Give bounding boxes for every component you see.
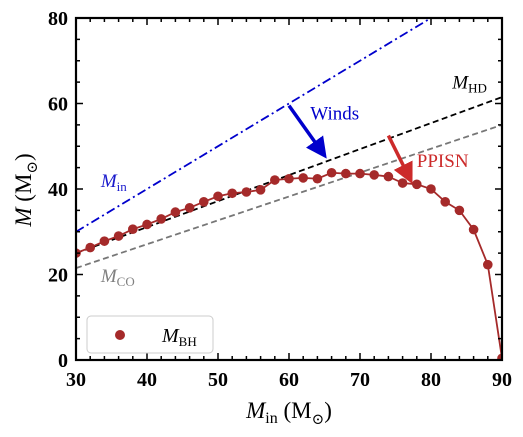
series-line-m-co bbox=[76, 124, 502, 269]
y-tick-label: 40 bbox=[48, 179, 68, 201]
bh-point bbox=[170, 207, 181, 217]
y-axis-label: M (M⊙) bbox=[11, 153, 41, 227]
bh-point bbox=[312, 173, 323, 184]
bh-point bbox=[99, 236, 110, 246]
bh-point bbox=[227, 188, 237, 199]
x-axis-label: Min (M⊙) bbox=[245, 398, 332, 428]
bh-point bbox=[497, 353, 502, 360]
bh-point bbox=[199, 197, 209, 207]
legend: MBH bbox=[86, 315, 214, 354]
bh-point bbox=[483, 259, 493, 270]
bh-point bbox=[369, 170, 380, 180]
bh-point bbox=[298, 173, 309, 183]
annotation-ppisn: PPISN bbox=[417, 151, 469, 172]
x-tick-label: 50 bbox=[208, 369, 228, 391]
bh-point bbox=[383, 171, 394, 182]
legend-marker bbox=[115, 330, 125, 340]
bh-point bbox=[341, 168, 351, 179]
tick-layer: 30 40 50 60 70 80 90 0 20 40 60 80 bbox=[48, 8, 512, 391]
bh-point bbox=[454, 205, 465, 216]
bh-point bbox=[128, 224, 138, 234]
x-tick-label: 60 bbox=[279, 369, 299, 391]
plot-frame bbox=[74, 16, 504, 362]
arrow-layer bbox=[287, 104, 413, 184]
winds-arrow bbox=[287, 104, 327, 159]
x-tick-label: 90 bbox=[492, 369, 512, 391]
annotation-layer: Min MHD MCO Winds PPISN bbox=[100, 73, 487, 289]
bh-point bbox=[468, 224, 479, 235]
x-tick-label: 30 bbox=[66, 369, 86, 391]
x-tick-label: 70 bbox=[350, 369, 370, 391]
bh-point bbox=[184, 203, 195, 213]
bh-point bbox=[397, 178, 408, 188]
y-tick-label: 0 bbox=[58, 350, 68, 372]
annotation-m-in: Min bbox=[100, 171, 127, 194]
y-tick-label: 60 bbox=[48, 94, 68, 116]
annotation-m-co: MCO bbox=[100, 266, 135, 289]
legend-label: MBH bbox=[161, 325, 197, 349]
series-layer bbox=[76, 18, 502, 360]
bh-point bbox=[241, 187, 252, 197]
bh-point bbox=[113, 231, 124, 241]
bh-point bbox=[426, 184, 436, 194]
bh-point bbox=[412, 179, 422, 190]
y-tick-label: 20 bbox=[48, 265, 68, 287]
series-line-m-in bbox=[76, 18, 433, 233]
bh-point bbox=[326, 167, 337, 178]
bh-point bbox=[440, 197, 451, 207]
y-tick-label: 80 bbox=[48, 8, 68, 30]
annotation-m-hd: MHD bbox=[451, 73, 487, 96]
bh-point bbox=[85, 242, 95, 253]
bh-point bbox=[142, 219, 152, 230]
annotation-winds: Winds bbox=[310, 103, 359, 124]
bh-point bbox=[255, 185, 266, 195]
x-tick-label: 40 bbox=[137, 369, 157, 391]
bh-point bbox=[270, 175, 280, 185]
bh-point bbox=[156, 214, 166, 224]
bh-point bbox=[213, 191, 223, 202]
legend-box bbox=[86, 315, 214, 354]
x-tick-label: 80 bbox=[421, 369, 441, 391]
bh-point bbox=[284, 173, 294, 184]
bh-point bbox=[355, 168, 365, 179]
ppisn-arrow bbox=[386, 134, 413, 184]
